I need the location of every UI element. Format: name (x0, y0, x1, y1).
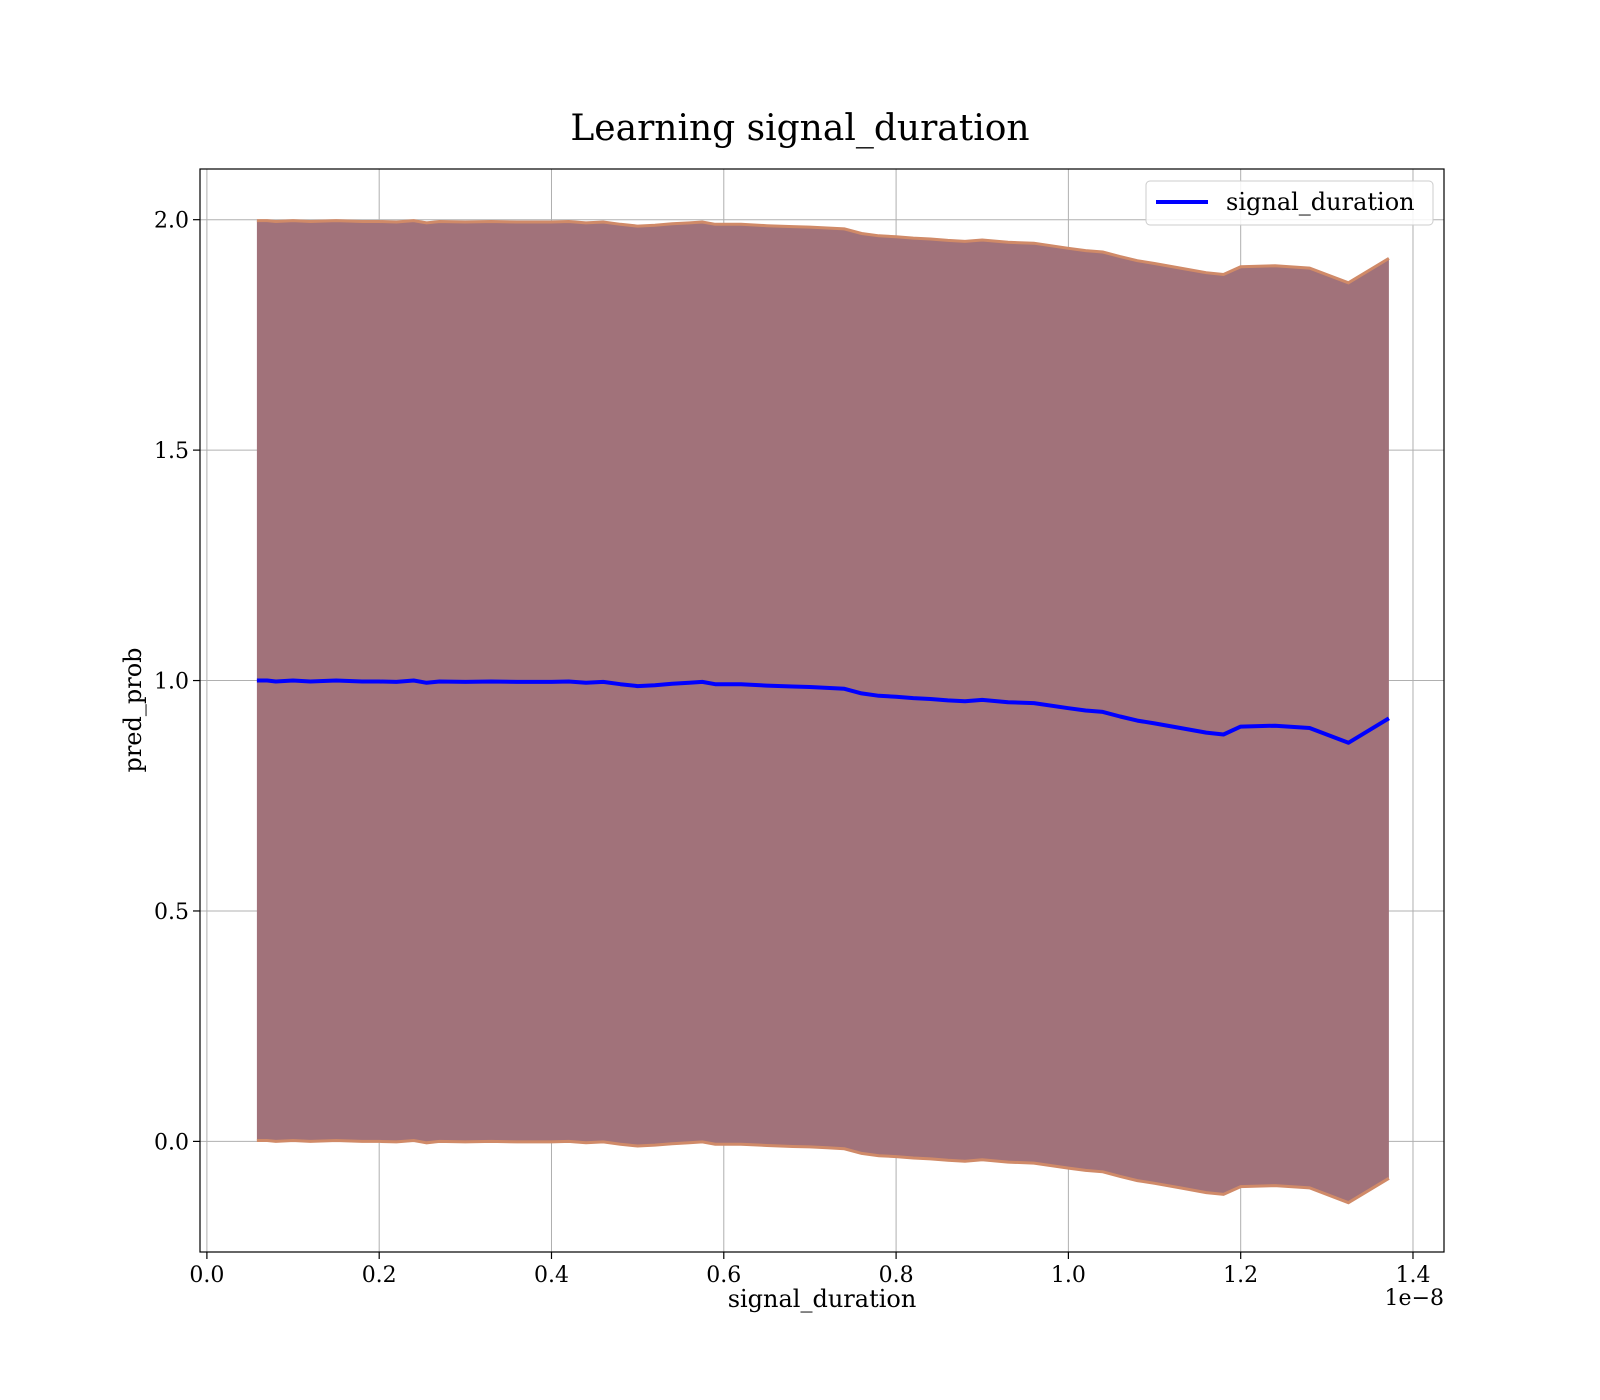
y-tick-label: 0.5 (154, 900, 189, 925)
y-axis-ticks: 0.0 0.5 1.0 1.5 2.0 (154, 209, 200, 1155)
legend: signal_duration (1145, 180, 1434, 226)
series-line-layer (256, 678, 1390, 745)
plot-frame (199, 168, 1445, 1253)
x-tick-label: 1.4 (1395, 1263, 1430, 1288)
x-axis-ticks: 0.0 0.2 0.4 0.6 0.8 1.0 1.2 1.4 (189, 1252, 1430, 1288)
x-axis-offset-label: 1e−8 (1385, 1286, 1444, 1311)
y-axis-label: pred_prob (119, 647, 147, 772)
y-tick-label: 1.0 (154, 670, 189, 695)
x-axis-label: signal_duration (728, 1285, 917, 1313)
series-line (256, 678, 1390, 745)
x-tick-label: 0.2 (362, 1263, 397, 1288)
x-tick-label: 0.4 (534, 1263, 569, 1288)
legend-box (1145, 180, 1434, 226)
y-tick-label: 1.5 (154, 439, 189, 464)
y-tick-label: 0.0 (154, 1130, 189, 1155)
y-tick-label: 2.0 (154, 209, 189, 234)
chart-title: Learning signal_duration (570, 108, 1029, 149)
x-tick-label: 0.0 (189, 1263, 224, 1288)
x-tick-label: 0.6 (706, 1263, 741, 1288)
x-tick-label: 1.0 (1051, 1263, 1086, 1288)
band-lower-edge (256, 1138, 1390, 1205)
band-upper-edge (256, 219, 1390, 285)
confidence-band-layer (256, 219, 1390, 1205)
confidence-band (256, 220, 1389, 1203)
x-tick-label: 0.8 (879, 1263, 914, 1288)
legend-entry-label: signal_duration (1226, 188, 1415, 216)
x-tick-label: 1.2 (1223, 1263, 1258, 1288)
